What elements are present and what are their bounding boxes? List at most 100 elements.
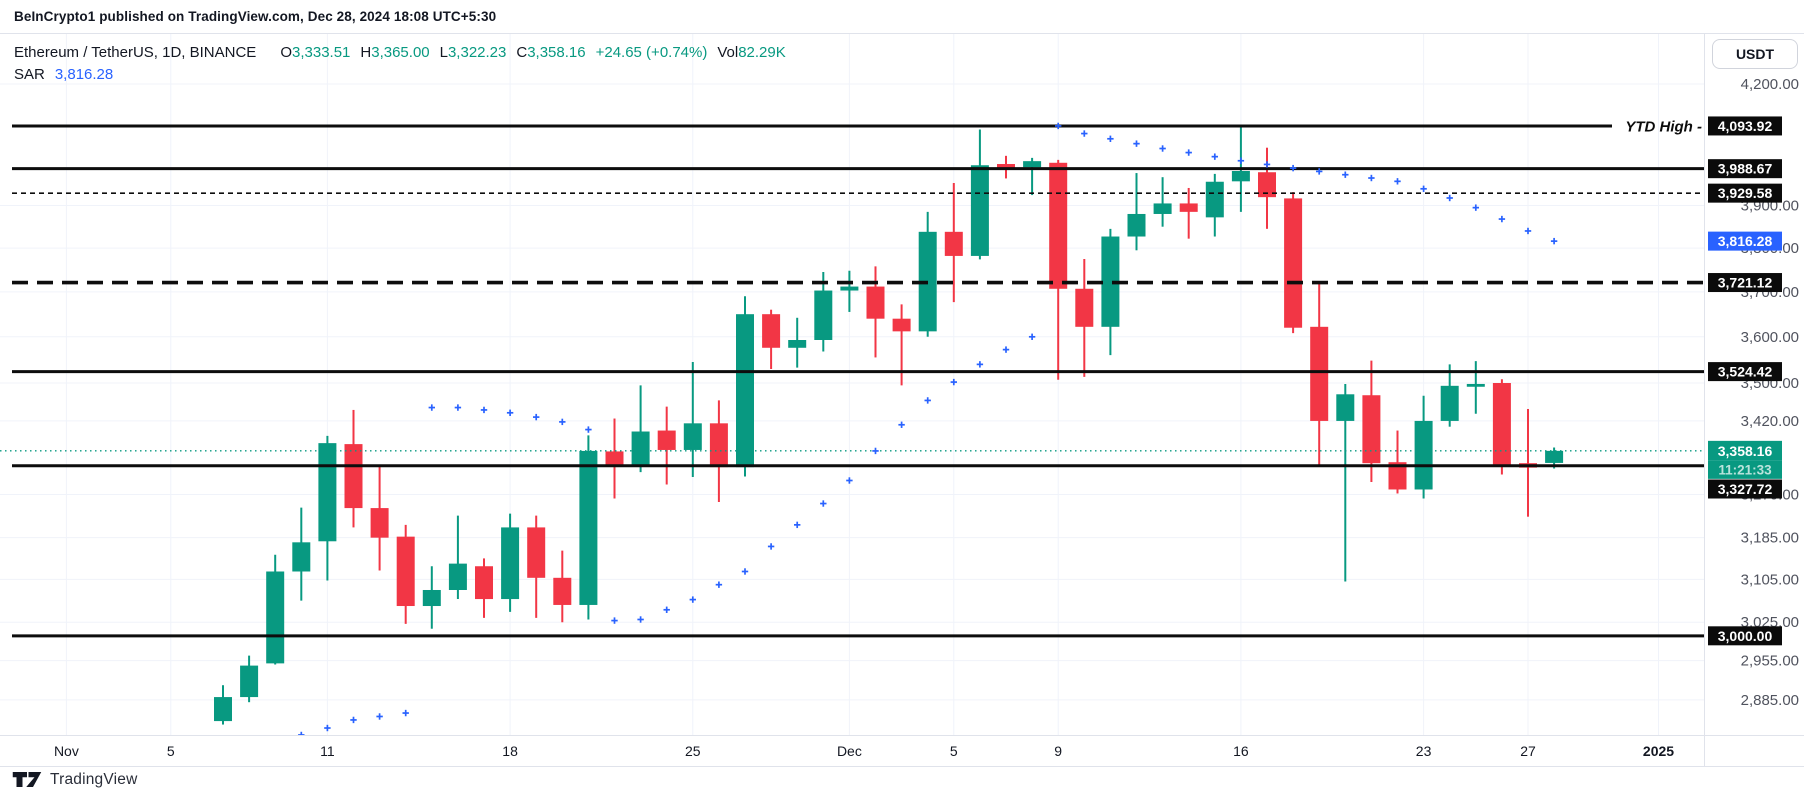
level-label-3,721.12-box	[1708, 273, 1782, 293]
countdown-box	[1708, 460, 1782, 479]
candle-body	[1205, 181, 1224, 218]
tradingview-branding[interactable]: TradingView	[12, 770, 138, 789]
candle-dec-22[interactable]	[1388, 430, 1407, 494]
candle-dec-15[interactable]	[1205, 173, 1224, 237]
sar-indicator-label[interactable]: SAR	[14, 65, 45, 83]
candle-nov-7[interactable]	[214, 685, 232, 725]
sar-dot	[611, 617, 618, 624]
date-tick-label: 5	[167, 743, 175, 759]
candle-dec-13[interactable]	[1153, 177, 1172, 227]
candle-nov-22[interactable]	[605, 418, 624, 499]
candle-dec-4[interactable]	[918, 211, 937, 337]
candle-nov-18[interactable]	[501, 513, 520, 612]
candle-dec-3[interactable]	[892, 304, 911, 386]
sar-dot	[1394, 178, 1401, 185]
close-label: C	[516, 43, 528, 61]
candle-body	[788, 339, 807, 348]
candle-nov-12[interactable]	[344, 409, 363, 528]
candle-nov-28[interactable]	[762, 309, 781, 370]
candle-dec-7[interactable]	[997, 155, 1015, 179]
candle-dec-2[interactable]	[866, 266, 885, 358]
candle-body	[1127, 213, 1146, 237]
level-label-3,000.00-box	[1708, 626, 1782, 646]
close-value: 3,358.16	[527, 43, 586, 61]
low-value: 3,322.23	[447, 43, 507, 61]
candle-dec-5[interactable]	[944, 182, 963, 303]
candle-nov-14[interactable]	[396, 524, 415, 624]
currency-toggle-button[interactable]: USDT	[1712, 39, 1798, 69]
candle-dec-14[interactable]	[1179, 187, 1198, 239]
sar-dot	[1368, 174, 1375, 182]
candle-body	[1049, 162, 1068, 289]
candle-nov-9[interactable]	[266, 554, 285, 665]
candle-dec-20[interactable]	[1336, 383, 1355, 582]
sar-dot	[1185, 149, 1192, 156]
high-label: H	[360, 43, 372, 61]
candle-nov-21[interactable]	[579, 435, 598, 620]
volume-label: Vol	[717, 43, 739, 61]
candle-dec-25[interactable]	[1466, 361, 1485, 414]
date-tick-label: 9	[1054, 743, 1062, 759]
candle-nov-27[interactable]	[736, 296, 754, 477]
sar-dot	[663, 606, 670, 613]
candle-dec-12[interactable]	[1127, 173, 1146, 251]
price-tick-label: 3,600.00	[1741, 329, 1799, 346]
candle-dec-21[interactable]	[1362, 360, 1381, 482]
candle-dec-23[interactable]	[1414, 395, 1433, 499]
sar-dot	[220, 746, 226, 752]
candle-body	[475, 566, 493, 600]
sar-dot	[480, 406, 488, 414]
sar-dot	[1028, 333, 1036, 341]
candle-dec-6[interactable]	[970, 129, 989, 260]
candle-nov-11[interactable]	[318, 435, 337, 581]
candle-nov-17[interactable]	[475, 558, 493, 618]
sar-dot	[924, 397, 931, 404]
candle-nov-26[interactable]	[709, 400, 728, 503]
candle-dec-17[interactable]	[1258, 147, 1276, 229]
candle-dec-8[interactable]	[1023, 157, 1042, 196]
candle-nov-10[interactable]	[292, 507, 311, 601]
sar-dot	[767, 543, 775, 550]
candle-body	[1414, 420, 1433, 490]
candle-nov-24[interactable]	[657, 406, 676, 485]
candle-nov-19[interactable]	[527, 515, 546, 618]
candle-nov-25[interactable]	[683, 362, 702, 478]
candle-nov-29[interactable]	[788, 317, 807, 368]
candle-dec-24[interactable]	[1440, 364, 1459, 427]
symbol-title[interactable]: Ethereum / TetherUS, 1D, BINANCE	[14, 43, 257, 61]
candle-dec-1[interactable]	[840, 270, 859, 312]
candle-dec-10[interactable]	[1075, 258, 1094, 377]
candle-nov-15[interactable]	[422, 566, 441, 629]
candle-nov-8[interactable]	[240, 655, 259, 703]
candle-dec-27[interactable]	[1519, 408, 1537, 517]
candle-nov-20[interactable]	[553, 550, 572, 623]
gridlines	[0, 33, 1704, 735]
candle-dec-11[interactable]	[1101, 228, 1120, 356]
legend-row-symbol: Ethereum / TetherUS, 1D, BINANCE O 3,333.…	[14, 41, 786, 63]
change-value: +24.65 (+0.74%)	[595, 43, 708, 61]
candle-nov-16[interactable]	[448, 515, 467, 600]
candle-dec-18[interactable]	[1284, 192, 1303, 334]
sar-dot	[1472, 204, 1479, 211]
candles-layer[interactable]	[214, 125, 1564, 725]
candle-dec-9[interactable]	[1049, 159, 1068, 380]
level-label-4,093.92-text: 4,093.92	[1718, 118, 1773, 134]
candle-dec-19[interactable]	[1310, 283, 1329, 465]
price-axis[interactable]: 4,200.003,900.003,800.003,700.003,600.00…	[1708, 76, 1799, 709]
sar-dot	[1524, 227, 1532, 235]
candle-nov-23[interactable]	[631, 385, 650, 473]
open-label: O	[280, 43, 292, 61]
bar-countdown-text: 11:21:33	[1718, 462, 1772, 477]
sar-dot	[533, 413, 540, 421]
time-axis[interactable]: Nov 5 11 18 25 Dec 5 9 16 23 27 2025	[54, 743, 1674, 759]
candle-dec-26[interactable]	[1492, 379, 1511, 475]
price-tick-label: 3,105.00	[1741, 571, 1799, 588]
candle-nov-30[interactable]	[814, 272, 833, 352]
sar-dot	[506, 409, 514, 416]
price-tick-label: 3,185.00	[1741, 530, 1799, 547]
sar-dot	[715, 581, 723, 588]
price-tick-label: 3,420.00	[1741, 413, 1799, 430]
candle-nov-13[interactable]	[370, 464, 389, 571]
